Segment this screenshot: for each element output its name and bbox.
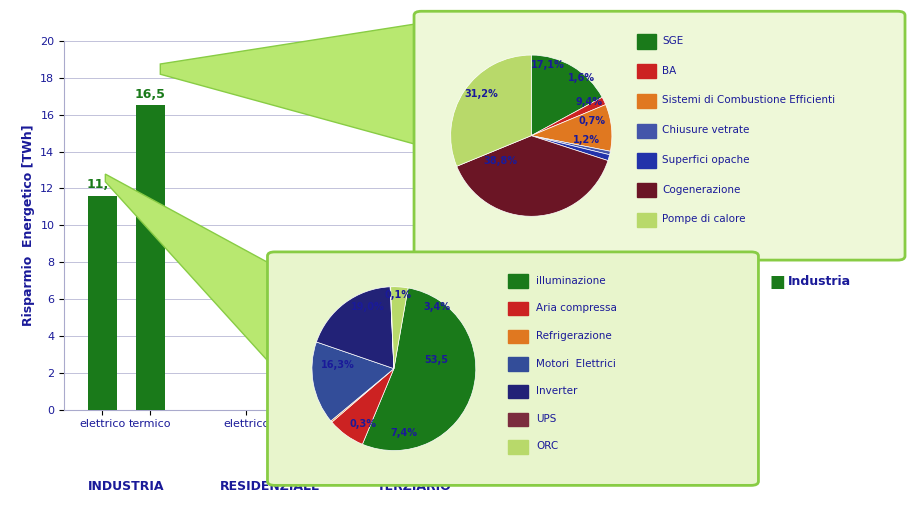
Wedge shape xyxy=(391,287,409,369)
Text: Cogenerazione: Cogenerazione xyxy=(662,185,741,195)
Wedge shape xyxy=(390,287,394,369)
Text: Superfici opache: Superfici opache xyxy=(662,155,750,165)
Text: 0,1%: 0,1% xyxy=(385,290,411,300)
Text: 38,8%: 38,8% xyxy=(484,157,518,166)
Text: ■: ■ xyxy=(769,272,785,291)
Wedge shape xyxy=(451,55,531,166)
Wedge shape xyxy=(331,369,394,422)
Bar xyxy=(637,183,656,197)
Text: 53,5: 53,5 xyxy=(424,355,449,366)
Text: 0,7%: 0,7% xyxy=(578,116,605,126)
Bar xyxy=(508,302,529,315)
Text: RESIDENZIALE: RESIDENZIALE xyxy=(220,480,321,493)
Text: Aria compressa: Aria compressa xyxy=(537,303,617,313)
Bar xyxy=(637,34,656,49)
Text: Motori  Elettrici: Motori Elettrici xyxy=(537,358,616,369)
Text: 17,1%: 17,1% xyxy=(530,60,564,70)
Bar xyxy=(136,105,165,410)
Text: 0,3%: 0,3% xyxy=(349,419,376,430)
Bar xyxy=(508,385,529,398)
Bar xyxy=(637,64,656,78)
Text: 19,0%: 19,0% xyxy=(351,302,385,312)
Text: 11,6: 11,6 xyxy=(87,178,118,191)
Text: Chiusure vetrate: Chiusure vetrate xyxy=(662,125,749,135)
Wedge shape xyxy=(531,136,610,155)
Text: Inverter: Inverter xyxy=(537,386,578,396)
Text: Sistemi di Combustione Efficienti: Sistemi di Combustione Efficienti xyxy=(662,95,835,105)
Text: ORC: ORC xyxy=(537,441,559,452)
Text: Refrigerazione: Refrigerazione xyxy=(537,331,612,341)
Bar xyxy=(508,274,529,288)
Wedge shape xyxy=(332,369,394,444)
Bar xyxy=(637,123,656,138)
Bar xyxy=(637,153,656,167)
Wedge shape xyxy=(316,287,394,369)
Text: 3,4%: 3,4% xyxy=(423,302,450,312)
Text: 31,2%: 31,2% xyxy=(464,89,498,99)
Bar xyxy=(637,213,656,227)
Text: SGE: SGE xyxy=(662,36,683,46)
Text: 1,2%: 1,2% xyxy=(572,135,600,145)
Wedge shape xyxy=(531,136,610,161)
Bar xyxy=(508,440,529,454)
Wedge shape xyxy=(312,342,394,421)
Text: illuminazione: illuminazione xyxy=(537,275,606,286)
Text: 1,6%: 1,6% xyxy=(568,73,594,82)
Text: Pompe di calore: Pompe di calore xyxy=(662,215,746,224)
Text: 16,5: 16,5 xyxy=(135,88,166,101)
Text: TERZIARIO: TERZIARIO xyxy=(376,480,452,493)
Wedge shape xyxy=(531,55,602,136)
Y-axis label: Risparmio  Energetico [TWh]: Risparmio Energetico [TWh] xyxy=(22,124,35,326)
Text: 16,3%: 16,3% xyxy=(322,359,355,370)
Wedge shape xyxy=(457,136,608,216)
Bar xyxy=(637,94,656,108)
Text: 9,4%: 9,4% xyxy=(576,97,603,107)
Text: BA: BA xyxy=(662,66,677,76)
Bar xyxy=(508,357,529,371)
Text: Industria: Industria xyxy=(788,275,851,288)
Bar xyxy=(508,413,529,426)
Text: UPS: UPS xyxy=(537,414,557,424)
Wedge shape xyxy=(363,288,475,451)
Text: 7,4%: 7,4% xyxy=(390,428,417,438)
Wedge shape xyxy=(531,104,612,151)
Bar xyxy=(88,196,117,410)
Text: INDUSTRIA: INDUSTRIA xyxy=(88,480,165,493)
Wedge shape xyxy=(531,97,605,136)
Bar xyxy=(508,330,529,343)
